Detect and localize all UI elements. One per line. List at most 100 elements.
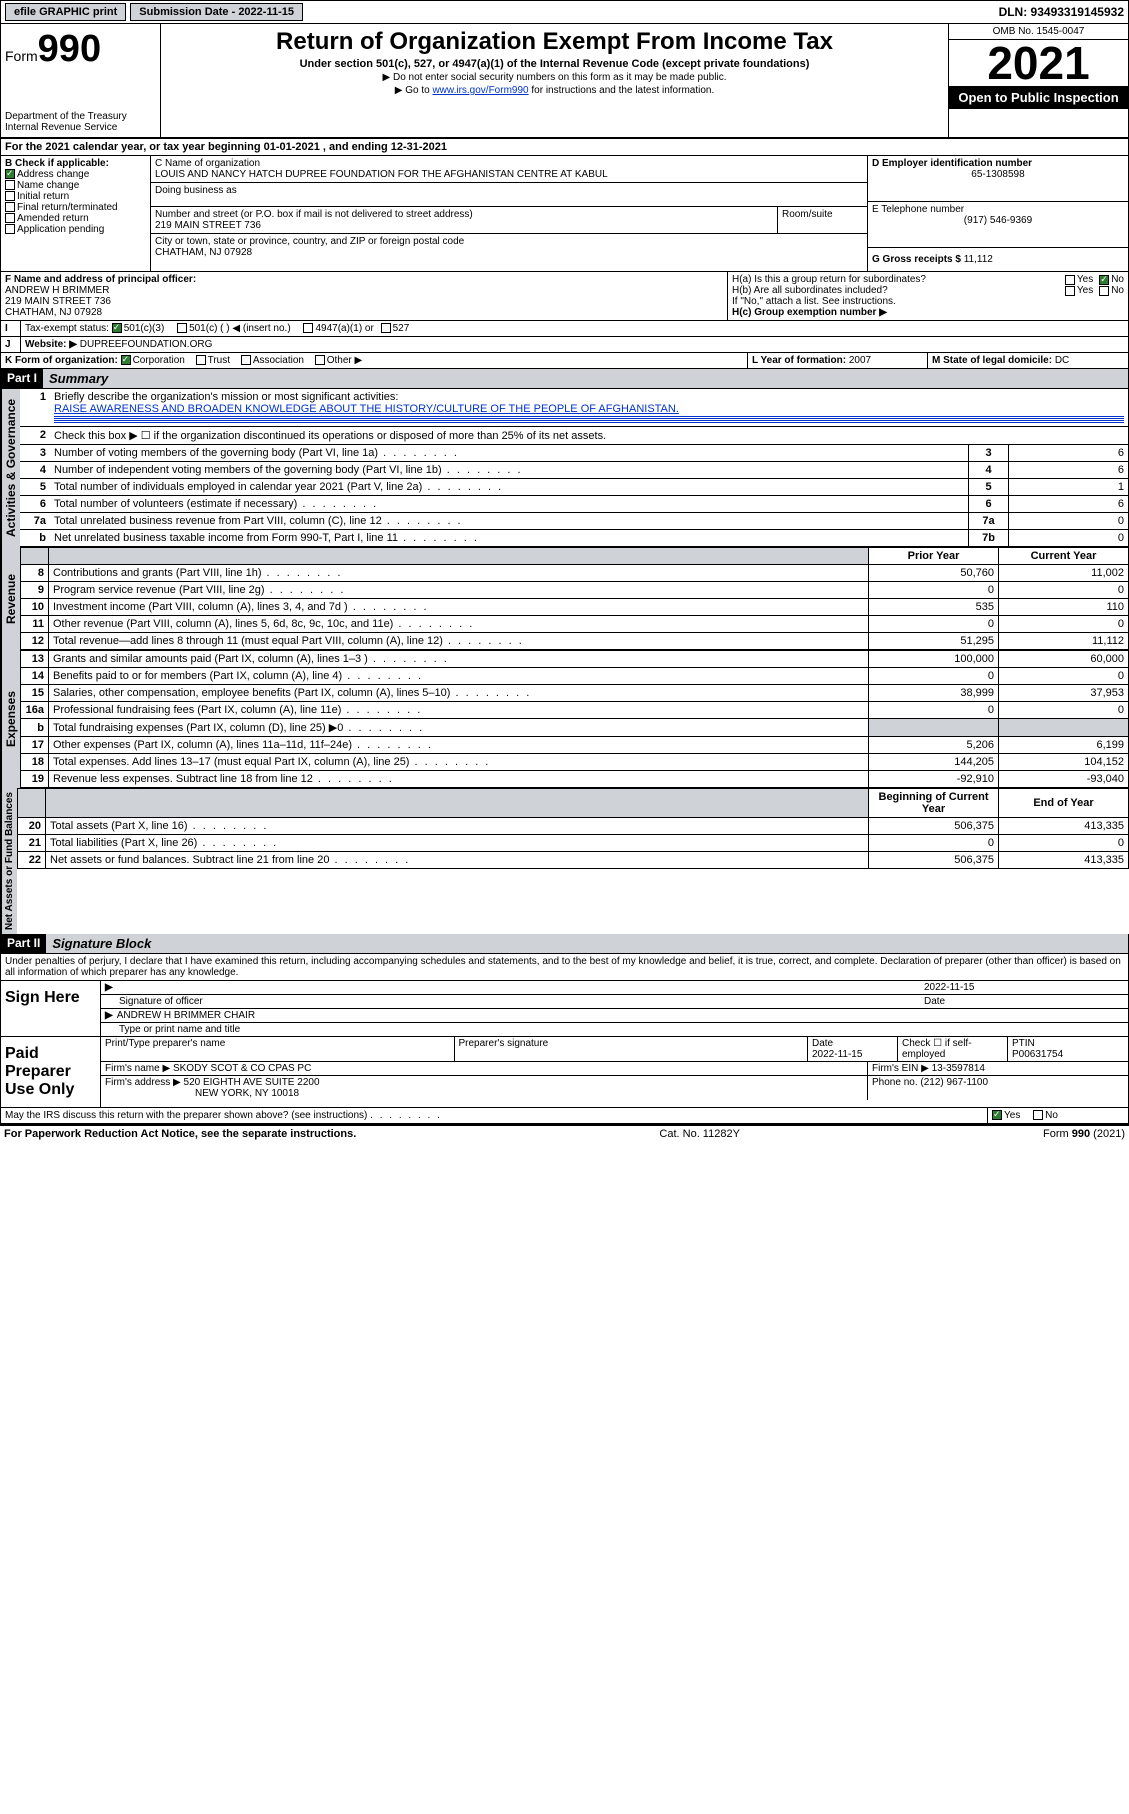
- officer-name-typed: ANDREW H BRIMMER CHAIR: [117, 1010, 255, 1021]
- ein-value: 65-1308598: [872, 169, 1124, 180]
- footer-right: Form 990 (2021): [1043, 1128, 1125, 1140]
- tab-exp: Expenses: [1, 650, 20, 788]
- table-row: 10Investment income (Part VIII, column (…: [21, 599, 1129, 616]
- org-name-label: C Name of organization: [155, 158, 863, 169]
- tab-net: Net Assets or Fund Balances: [1, 788, 17, 934]
- may-irs-row: May the IRS discuss this return with the…: [0, 1108, 1129, 1124]
- firm-addr2: NEW YORK, NY 10018: [195, 1088, 299, 1099]
- page-footer: For Paperwork Reduction Act Notice, see …: [0, 1124, 1129, 1142]
- sign-here-label: Sign Here: [1, 981, 101, 1036]
- k-label: K Form of organization:: [5, 355, 118, 366]
- prep-date: 2022-11-15: [812, 1049, 893, 1060]
- officer-addr2: CHATHAM, NJ 07928: [5, 307, 723, 318]
- hb-label: H(b) Are all subordinates included?: [732, 285, 1065, 296]
- city-label: City or town, state or province, country…: [155, 236, 863, 247]
- col-prior: Prior Year: [869, 548, 999, 565]
- prep-date-label: Date: [812, 1038, 893, 1049]
- chk-corp[interactable]: [121, 355, 131, 365]
- period-text: For the 2021 calendar year, or tax year …: [1, 139, 1128, 155]
- table-row: 15Salaries, other compensation, employee…: [21, 685, 1129, 702]
- hb-yes[interactable]: [1065, 286, 1075, 296]
- officer-block: F Name and address of principal officer:…: [0, 272, 1129, 321]
- ha-label: H(a) Is this a group return for subordin…: [732, 274, 1065, 285]
- addr-value: 219 MAIN STREET 736: [155, 220, 773, 231]
- ha-yes[interactable]: [1065, 275, 1075, 285]
- phone-label: E Telephone number: [872, 204, 1124, 215]
- firm-addr1: 520 EIGHTH AVE SUITE 2200: [184, 1077, 320, 1088]
- dept-label: Department of the Treasury Internal Reve…: [5, 111, 156, 133]
- chk-assoc[interactable]: [241, 355, 251, 365]
- officer-name: ANDREW H BRIMMER: [5, 285, 723, 296]
- room-label: Room/suite: [782, 209, 863, 220]
- sig-officer-label: Signature of officer: [119, 996, 203, 1007]
- tab-gov: Activities & Governance: [1, 389, 20, 547]
- firm-ein-label: Firm's EIN ▶: [872, 1063, 929, 1074]
- hc-label: H(c) Group exemption number ▶: [732, 307, 1124, 318]
- col-end: End of Year: [999, 789, 1129, 818]
- self-employed-check[interactable]: Check ☐ if self-employed: [898, 1037, 1008, 1061]
- chk-initial-return[interactable]: Initial return: [5, 191, 146, 202]
- footer-mid: Cat. No. 11282Y: [659, 1128, 740, 1140]
- table-row: 14Benefits paid to or for members (Part …: [21, 668, 1129, 685]
- gov-row: 3Number of voting members of the governi…: [20, 445, 1129, 462]
- gov-row: bNet unrelated business taxable income f…: [20, 530, 1129, 547]
- submission-date-button[interactable]: Submission Date - 2022-11-15: [130, 3, 303, 21]
- website-row: J Website: ▶ DUPREEFOUNDATION.ORG: [0, 337, 1129, 353]
- open-public-badge: Open to Public Inspection: [949, 86, 1128, 109]
- box-deg: D Employer identification number 65-1308…: [868, 156, 1128, 271]
- ha-no[interactable]: [1099, 275, 1109, 285]
- part2-header: Part II Signature Block: [0, 934, 1129, 954]
- tab-rev: Revenue: [1, 547, 20, 650]
- chk-application[interactable]: Application pending: [5, 224, 146, 235]
- chk-final-return[interactable]: Final return/terminated: [5, 202, 146, 213]
- table-row: 12Total revenue—add lines 8 through 11 (…: [21, 633, 1129, 650]
- chk-501c[interactable]: [177, 323, 187, 333]
- chk-501c3[interactable]: [112, 323, 122, 333]
- m-label: M State of legal domicile:: [932, 355, 1052, 366]
- mayirs-yes[interactable]: [992, 1110, 1002, 1120]
- note-no-ssn: ▶ Do not enter social security numbers o…: [169, 72, 940, 83]
- declaration: Under penalties of perjury, I declare th…: [0, 954, 1129, 980]
- tax-year: 2021: [949, 40, 1128, 86]
- period-row: For the 2021 calendar year, or tax year …: [0, 139, 1129, 156]
- prep-sig-label: Preparer's signature: [455, 1037, 809, 1061]
- date-label: Date: [924, 996, 1124, 1007]
- irs-link[interactable]: www.irs.gov/Form990: [432, 85, 528, 96]
- table-row: 13Grants and similar amounts paid (Part …: [21, 651, 1129, 668]
- chk-address-change[interactable]: Address change: [5, 169, 146, 180]
- chk-4947[interactable]: [303, 323, 313, 333]
- part2-hdr: Part II: [1, 934, 46, 953]
- chk-name-change[interactable]: Name change: [5, 180, 146, 191]
- topbar: efile GRAPHIC print Submission Date - 20…: [0, 0, 1129, 24]
- gov-row: 7aTotal unrelated business revenue from …: [20, 513, 1129, 530]
- efile-button[interactable]: efile GRAPHIC print: [5, 3, 126, 21]
- city-value: CHATHAM, NJ 07928: [155, 247, 863, 258]
- firm-phone-label: Phone no.: [872, 1077, 918, 1088]
- sig-date: 2022-11-15: [924, 982, 1124, 993]
- dba-label: Doing business as: [155, 185, 863, 196]
- status-row: I Tax-exempt status: 501(c)(3) 501(c) ( …: [0, 321, 1129, 337]
- arrow-icon: ▶: [105, 1010, 113, 1021]
- firm-name: SKODY SCOT & CO CPAS PC: [173, 1063, 311, 1074]
- ptin-value: P00631754: [1012, 1049, 1124, 1060]
- table-row: 9Program service revenue (Part VIII, lin…: [21, 582, 1129, 599]
- note2-pre: ▶ Go to: [395, 85, 433, 96]
- tax-status: Tax-exempt status: 501(c)(3) 501(c) ( ) …: [21, 321, 1128, 336]
- form-prefix: Form: [5, 48, 38, 64]
- chk-527[interactable]: [381, 323, 391, 333]
- netassets-table: Beginning of Current YearEnd of Year 20T…: [17, 788, 1129, 869]
- gov-row: 5Total number of individuals employed in…: [20, 479, 1129, 496]
- phone-value: (917) 546-9369: [872, 215, 1124, 226]
- hb-no[interactable]: [1099, 286, 1109, 296]
- note2-post: for instructions and the latest informat…: [529, 85, 715, 96]
- col-current: Current Year: [999, 548, 1129, 565]
- part1-header: Part I Summary: [0, 369, 1129, 389]
- sign-here-block: Sign Here ▶ 2022-11-15 Signature of offi…: [0, 980, 1129, 1108]
- chk-trust[interactable]: [196, 355, 206, 365]
- firm-phone: (212) 967-1100: [920, 1077, 988, 1088]
- may-irs-text: May the IRS discuss this return with the…: [5, 1110, 367, 1121]
- chk-amended[interactable]: Amended return: [5, 213, 146, 224]
- table-row: bTotal fundraising expenses (Part IX, co…: [21, 719, 1129, 737]
- chk-other[interactable]: [315, 355, 325, 365]
- mayirs-no[interactable]: [1033, 1110, 1043, 1120]
